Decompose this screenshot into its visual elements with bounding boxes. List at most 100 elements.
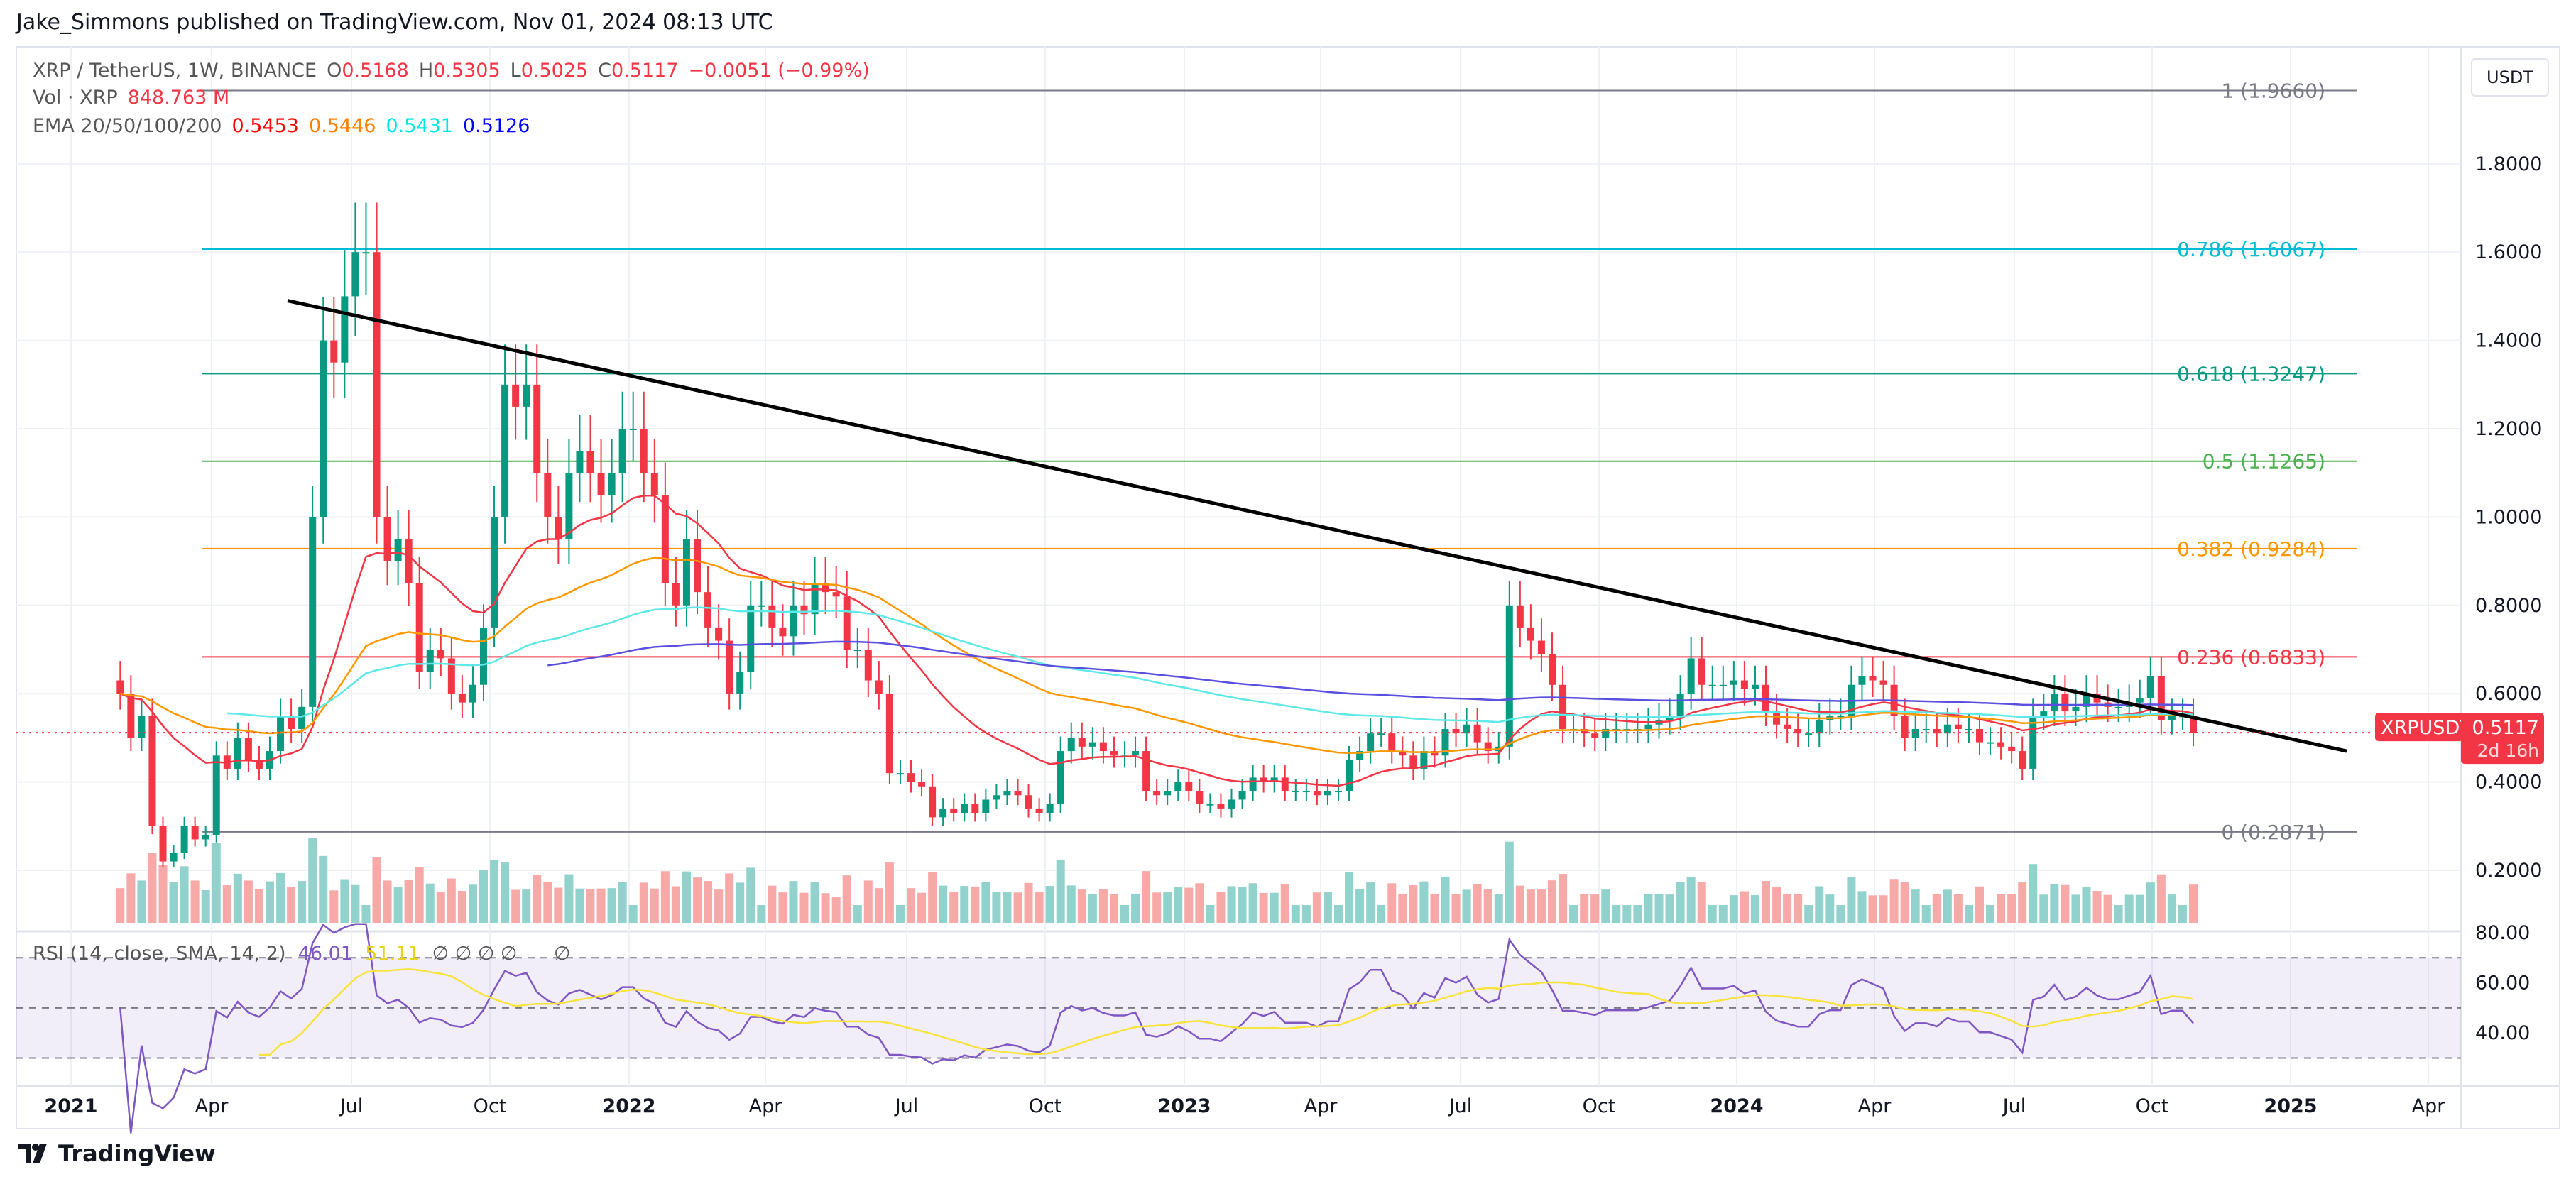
volume-bar <box>351 884 360 923</box>
candle-body <box>191 826 199 840</box>
volume-bar <box>1238 887 1247 923</box>
symbol-tag-label: XRPUSDT <box>2381 717 2472 739</box>
candle-body <box>1409 755 1417 769</box>
volume-bar <box>810 882 819 923</box>
volume-bar <box>650 888 659 923</box>
volume-bar <box>1825 894 1835 923</box>
time-tick-label: Jul <box>1448 1095 1473 1117</box>
candle-body <box>661 495 669 583</box>
volume-bar <box>1740 891 1749 923</box>
candle-body <box>2157 676 2165 720</box>
candle-body <box>1784 724 1791 729</box>
ema20-value: 0.5453 <box>231 115 299 137</box>
candle-body <box>234 738 241 769</box>
candle-body <box>1281 777 1289 791</box>
candle-body <box>1196 791 1204 804</box>
volume-bar <box>1013 892 1022 923</box>
candle-body <box>885 694 893 774</box>
volume-bar <box>1622 905 1632 923</box>
candle-body <box>1943 724 1951 734</box>
volume-bar <box>1163 892 1172 923</box>
candle-body <box>982 799 990 813</box>
tradingview-logo[interactable]: TradingView <box>18 1140 216 1167</box>
candle-body <box>896 773 904 775</box>
last-price-value: 0.5117 <box>2472 717 2539 739</box>
volume-bar <box>971 886 980 923</box>
volume-bar <box>1697 882 1706 923</box>
candle-body <box>1346 760 1353 791</box>
volume-bar <box>1879 895 1888 923</box>
volume-bar <box>1953 894 1963 923</box>
volume-bar <box>895 905 905 923</box>
volume-bar <box>596 888 606 923</box>
volume-bar <box>2039 894 2048 923</box>
candle-body <box>1858 676 1866 685</box>
volume-bar <box>2018 882 2027 923</box>
candle-body <box>715 627 723 641</box>
volume-bar <box>190 880 200 923</box>
candle-body <box>320 340 327 517</box>
candle-body <box>1110 751 1118 756</box>
candle-body <box>2072 706 2080 712</box>
candle-body <box>1025 795 1032 809</box>
candle-body <box>458 694 466 703</box>
candle-body <box>1313 791 1321 796</box>
candle-body <box>618 429 626 473</box>
volume-bar <box>1772 887 1781 923</box>
price-tick-label: 0.6000 <box>2475 683 2542 705</box>
candle-body <box>1879 680 1887 685</box>
volume-bar <box>2114 905 2123 923</box>
volume-bar <box>468 884 477 923</box>
candle-body <box>1901 716 1909 738</box>
rsi-legend: RSI (14, close, SMA, 14, 2) 46.01 51.11 … <box>33 943 570 965</box>
time-tick-label: Oct <box>1583 1095 1616 1117</box>
candle-body <box>255 760 263 769</box>
volume-bar <box>1708 905 1717 923</box>
volume-bar <box>404 880 413 923</box>
candle-body <box>2061 694 2069 712</box>
trendline <box>287 299 2347 753</box>
candles <box>116 202 2197 867</box>
close-value: 0.5117 <box>611 60 679 82</box>
volume-bar <box>490 860 499 923</box>
candle-body <box>383 517 391 561</box>
volume-bar <box>180 866 189 923</box>
volume-bar <box>1868 895 1877 923</box>
candle-body <box>832 592 840 597</box>
volume-bar <box>522 889 531 923</box>
rsi-tick-label: 40.00 <box>2475 1022 2530 1044</box>
candle-body <box>875 680 883 694</box>
candle-body <box>779 627 787 637</box>
volume-bar <box>1580 894 1589 923</box>
high-value: 0.5305 <box>433 60 501 82</box>
currency-button[interactable]: USDT <box>2471 58 2549 97</box>
candle-body <box>1794 728 1802 734</box>
candle-body <box>1153 791 1161 796</box>
candle-body <box>180 826 188 853</box>
candle-body <box>790 605 797 637</box>
volume-bar <box>1473 883 1482 923</box>
bar-countdown: 2d 16h <box>2477 740 2539 761</box>
volume-bar <box>554 887 563 923</box>
candle-body <box>1164 791 1172 796</box>
rsi-sma-line <box>258 968 2194 1056</box>
volume-bar <box>789 881 798 923</box>
candle-body <box>758 605 765 607</box>
symbol-name: XRP / TetherUS, 1W, BINANCE <box>33 60 317 82</box>
volume-bar <box>1409 885 1418 923</box>
time-tick-label: Apr <box>195 1095 229 1117</box>
candle-body <box>2029 716 2037 769</box>
volume-bar <box>1718 905 1728 923</box>
time-tick-label: 2021 <box>44 1095 97 1117</box>
volume-bar <box>1098 889 1108 923</box>
candle-body <box>2190 716 2197 733</box>
volume-bar <box>981 882 990 923</box>
volume-bar <box>639 882 648 923</box>
candle-body <box>1270 777 1278 782</box>
volume-bar <box>1815 886 1824 923</box>
volume-bar <box>799 892 809 923</box>
volume-bar <box>586 889 595 923</box>
publisher-line: Jake_Simmons published on TradingView.co… <box>16 10 773 35</box>
ema-20-line <box>119 494 2194 787</box>
